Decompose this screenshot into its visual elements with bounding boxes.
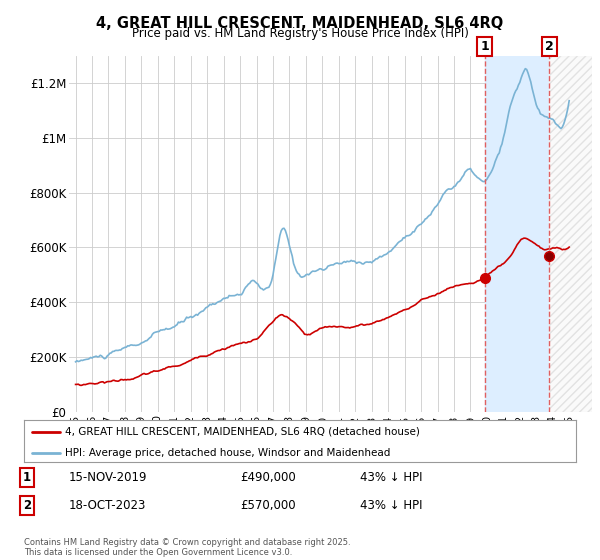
Text: £570,000: £570,000 [240,498,296,512]
Text: Contains HM Land Registry data © Crown copyright and database right 2025.
This d: Contains HM Land Registry data © Crown c… [24,538,350,557]
Text: 4, GREAT HILL CRESCENT, MAIDENHEAD, SL6 4RQ (detached house): 4, GREAT HILL CRESCENT, MAIDENHEAD, SL6 … [65,427,420,437]
Text: 2: 2 [545,40,554,53]
Text: £490,000: £490,000 [240,470,296,484]
Text: 15-NOV-2019: 15-NOV-2019 [69,470,148,484]
Bar [549,56,592,412]
Text: HPI: Average price, detached house, Windsor and Maidenhead: HPI: Average price, detached house, Wind… [65,448,391,458]
Text: 2: 2 [23,498,31,512]
Bar [485,56,549,412]
Text: 1: 1 [481,40,490,53]
Text: Price paid vs. HM Land Registry's House Price Index (HPI): Price paid vs. HM Land Registry's House … [131,27,469,40]
Text: 43% ↓ HPI: 43% ↓ HPI [360,498,422,512]
Bar [549,56,592,412]
Text: 18-OCT-2023: 18-OCT-2023 [69,498,146,512]
Bar [549,56,592,412]
Text: 4, GREAT HILL CRESCENT, MAIDENHEAD, SL6 4RQ: 4, GREAT HILL CRESCENT, MAIDENHEAD, SL6 … [97,16,503,31]
Text: 1: 1 [23,470,31,484]
Text: 43% ↓ HPI: 43% ↓ HPI [360,470,422,484]
